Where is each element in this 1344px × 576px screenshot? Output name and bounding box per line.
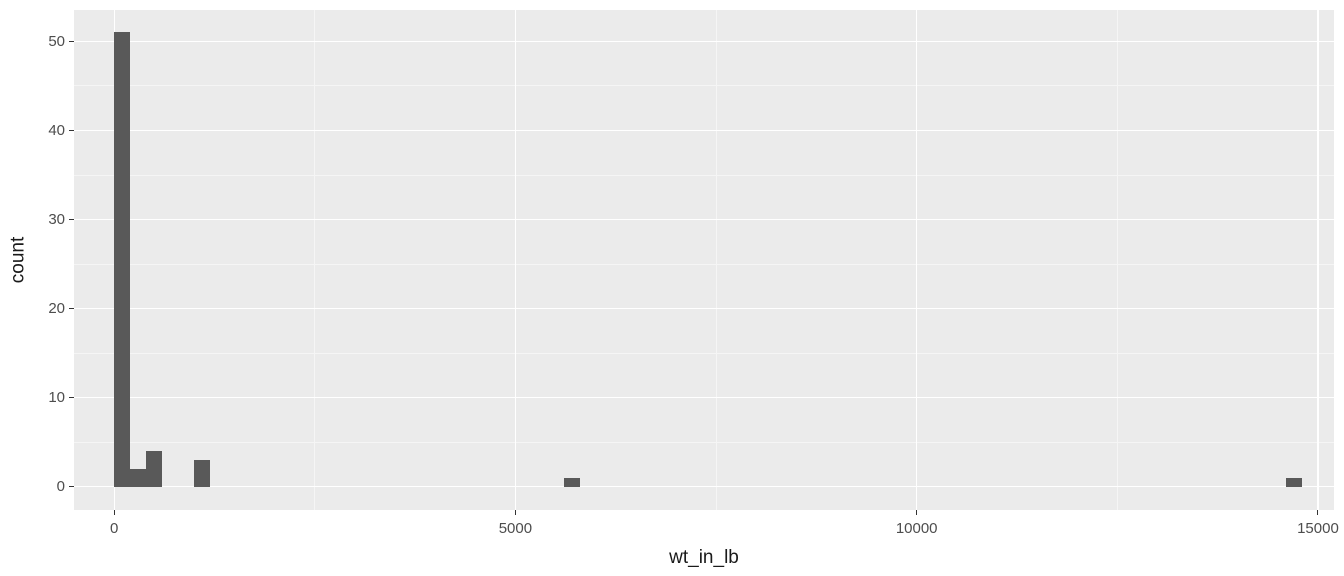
x-major-gridline	[1317, 10, 1318, 510]
y-minor-gridline	[74, 175, 1334, 176]
x-minor-gridline	[314, 10, 315, 510]
y-tick-label: 0	[57, 479, 65, 494]
x-major-gridline	[515, 10, 516, 510]
bar-3	[146, 451, 162, 487]
y-major-gridline	[74, 397, 1334, 398]
y-tick	[69, 41, 74, 42]
y-major-gridline	[74, 219, 1334, 220]
y-minor-gridline	[74, 353, 1334, 354]
x-tick-label: 10000	[896, 521, 938, 536]
y-minor-gridline	[74, 442, 1334, 443]
x-tick	[515, 510, 516, 515]
x-tick-label: 15000	[1297, 521, 1339, 536]
y-tick	[69, 397, 74, 398]
bar-4	[194, 460, 210, 487]
bar-5	[564, 478, 580, 487]
y-minor-gridline	[74, 264, 1334, 265]
y-tick-label: 50	[48, 34, 65, 49]
bar-1	[114, 32, 130, 487]
y-tick-label: 10	[48, 390, 65, 405]
x-tick	[114, 510, 115, 515]
y-major-gridline	[74, 41, 1334, 42]
y-minor-gridline	[74, 85, 1334, 86]
y-major-gridline	[74, 130, 1334, 131]
y-tick	[69, 130, 74, 131]
y-tick-label: 30	[48, 212, 65, 227]
x-tick	[1317, 510, 1318, 515]
y-tick-label: 20	[48, 301, 65, 316]
histogram-chart: count wt_in_lb 0 10 20 30 40 50 0 5000 10000 1500…	[0, 0, 1344, 576]
y-tick	[69, 219, 74, 220]
bar-2	[130, 469, 146, 487]
y-major-gridline	[74, 486, 1334, 487]
y-tick-label: 40	[48, 123, 65, 138]
x-minor-gridline	[1117, 10, 1118, 510]
bar-6	[1286, 478, 1302, 487]
y-major-gridline	[74, 308, 1334, 309]
y-tick	[69, 308, 74, 309]
y-axis-title: count	[9, 237, 28, 283]
x-tick	[916, 510, 917, 515]
x-axis-title: wt_in_lb	[669, 548, 739, 567]
x-tick-label: 0	[110, 521, 118, 536]
x-minor-gridline	[716, 10, 717, 510]
x-major-gridline	[916, 10, 917, 510]
y-tick	[69, 486, 74, 487]
x-tick-label: 5000	[499, 521, 532, 536]
